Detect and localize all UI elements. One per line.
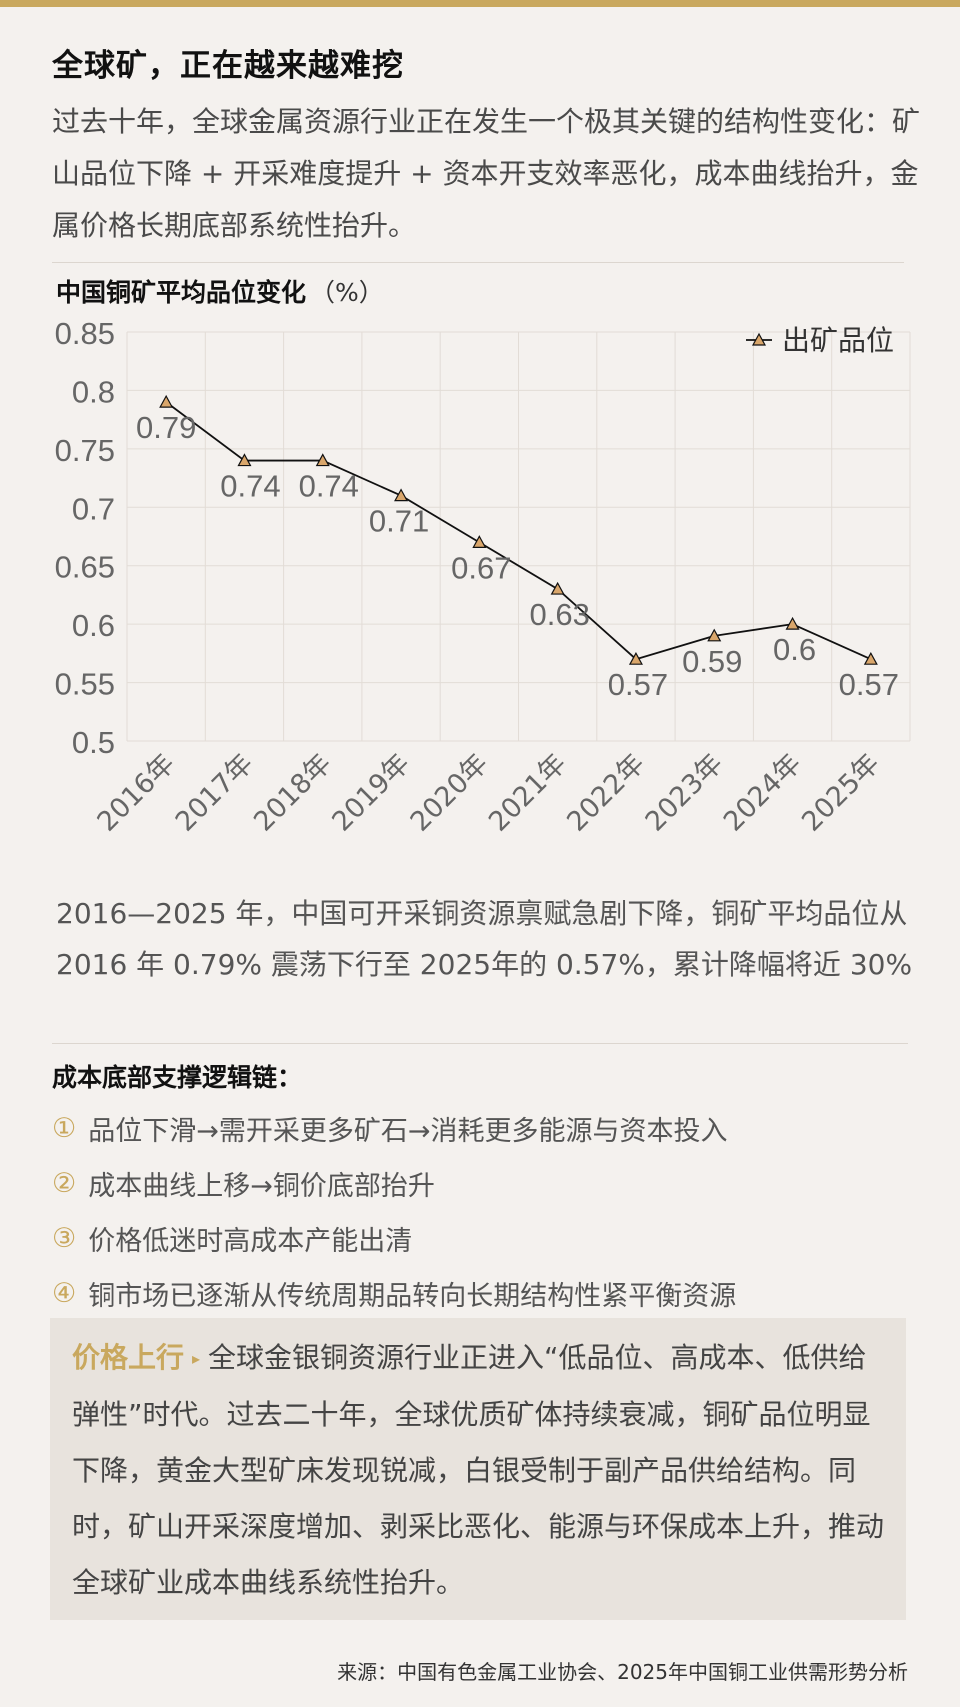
x-tick-label: 2022年 (561, 748, 651, 838)
x-tick-label: 2020年 (405, 748, 495, 838)
data-point-marker (472, 535, 487, 548)
data-point-marker (237, 453, 252, 467)
data-point-marker (550, 581, 565, 595)
data-label: 0.57 (608, 667, 668, 702)
chart-title-text: 中国铜矿平均品位变化 (56, 278, 307, 307)
data-point-marker (785, 616, 800, 630)
logic-chain-title: 成本底部支撑逻辑链： (52, 1063, 303, 1092)
x-tick-label: 2019年 (326, 748, 416, 838)
step-text: 成本曲线上移→铜价底部抬升 (88, 1171, 435, 1202)
y-tick-label: 0.5 (72, 725, 115, 760)
data-label: 0.79 (136, 410, 196, 445)
top-accent-rule (0, 0, 960, 7)
data-label: 0.6 (773, 632, 816, 667)
y-tick-label: 0.7 (72, 491, 115, 526)
logic-chain-item: ④ 铜市场已逐渐从传统周期品转向长期结构性紧平衡资源 (52, 1266, 736, 1321)
grade-line-chart: 0.5 0.55 0.6 0.65 0.7 0.75 0.8 0.85 0.79 0.74 0.74… (55, 316, 911, 838)
data-point-marker (628, 651, 643, 665)
step-number: ③ (52, 1223, 77, 1254)
data-label: 0.74 (220, 469, 280, 504)
step-number: ② (52, 1168, 77, 1199)
chart-summary: 2016—2025 年，中国可开采铜资源禀赋急剧下降，铜矿平均品位从 2016 … (56, 897, 913, 981)
divider (52, 262, 904, 263)
step-text: 铜市场已逐渐从传统周期品转向长期结构性紧平衡资源 (88, 1281, 737, 1312)
logic-chain-list: ① 品位下滑→需开采更多矿石→消耗更多能源与资本投入 ② 成本曲线上移→铜价底部抬升… (52, 1101, 736, 1321)
legend-label: 出矿品位 (782, 324, 894, 357)
source-note: 来源：中国有色金属工业协会、2025年中国铜工业供需形势分析 (337, 1660, 908, 1684)
chart-legend: 出矿品位 (746, 324, 894, 357)
y-tick-label: 0.65 (55, 550, 115, 585)
data-label: 0.57 (839, 667, 899, 702)
divider (52, 1043, 908, 1044)
data-point-marker (159, 394, 174, 408)
logic-chain-item: ③ 价格低迷时高成本产能出清 (52, 1211, 736, 1266)
triangle-right-icon: ▸ (192, 1349, 201, 1368)
page-title: 全球矿，正在越来越难挖 (52, 48, 404, 84)
logic-chain-item: ② 成本曲线上移→铜价底部抬升 (52, 1156, 736, 1211)
x-tick-label: 2024年 (718, 748, 808, 838)
data-label: 0.74 (299, 469, 359, 504)
data-point-marker (315, 453, 330, 467)
x-tick-label: 2021年 (483, 748, 573, 838)
y-tick-label: 0.6 (72, 608, 115, 643)
intro-paragraph: 过去十年，全球金属资源行业正在发生一个极其关键的结构性变化：矿山品位下降 + 开… (52, 105, 921, 242)
callout-text: 全球金银铜资源行业正进入“低品位、高成本、低供给弹性”时代。过去二十年，全球优质… (72, 1341, 885, 1599)
x-tick-label: 2018年 (248, 748, 338, 838)
x-tick-label: 2017年 (170, 748, 260, 838)
logic-chain-item: ① 品位下滑→需开采更多矿石→消耗更多能源与资本投入 (52, 1101, 736, 1156)
chart-title: 中国铜矿平均品位变化 （%） (56, 273, 384, 309)
step-text: 品位下滑→需开采更多矿石→消耗更多能源与资本投入 (88, 1116, 728, 1147)
data-point-marker (863, 651, 878, 665)
step-text: 价格低迷时高成本产能出清 (88, 1226, 413, 1257)
data-label: 0.71 (369, 504, 429, 539)
step-number: ① (52, 1113, 77, 1144)
callout-tag: 价格上行 (72, 1341, 185, 1374)
chart-unit: （%） (310, 278, 384, 307)
x-tick-label: 2016年 (91, 748, 181, 838)
data-point-marker (394, 488, 409, 502)
data-point-marker (707, 628, 722, 642)
y-tick-label: 0.75 (55, 433, 115, 468)
y-tick-label: 0.8 (72, 374, 115, 409)
x-tick-label: 2025年 (796, 748, 886, 838)
legend-marker (751, 332, 767, 346)
data-label: 0.67 (451, 550, 511, 585)
data-label: 0.59 (682, 644, 742, 679)
x-tick-label: 2023年 (640, 748, 730, 838)
data-label: 0.63 (529, 597, 589, 632)
y-tick-label: 0.55 (55, 667, 115, 702)
y-tick-label: 0.85 (55, 316, 115, 351)
series-line-ore-grade (165, 401, 872, 661)
step-number: ④ (52, 1278, 77, 1309)
price-callout-box: 价格上行 ▸ 全球金银铜资源行业正进入“低品位、高成本、低供给弹性”时代。过去二十年… (50, 1318, 906, 1620)
